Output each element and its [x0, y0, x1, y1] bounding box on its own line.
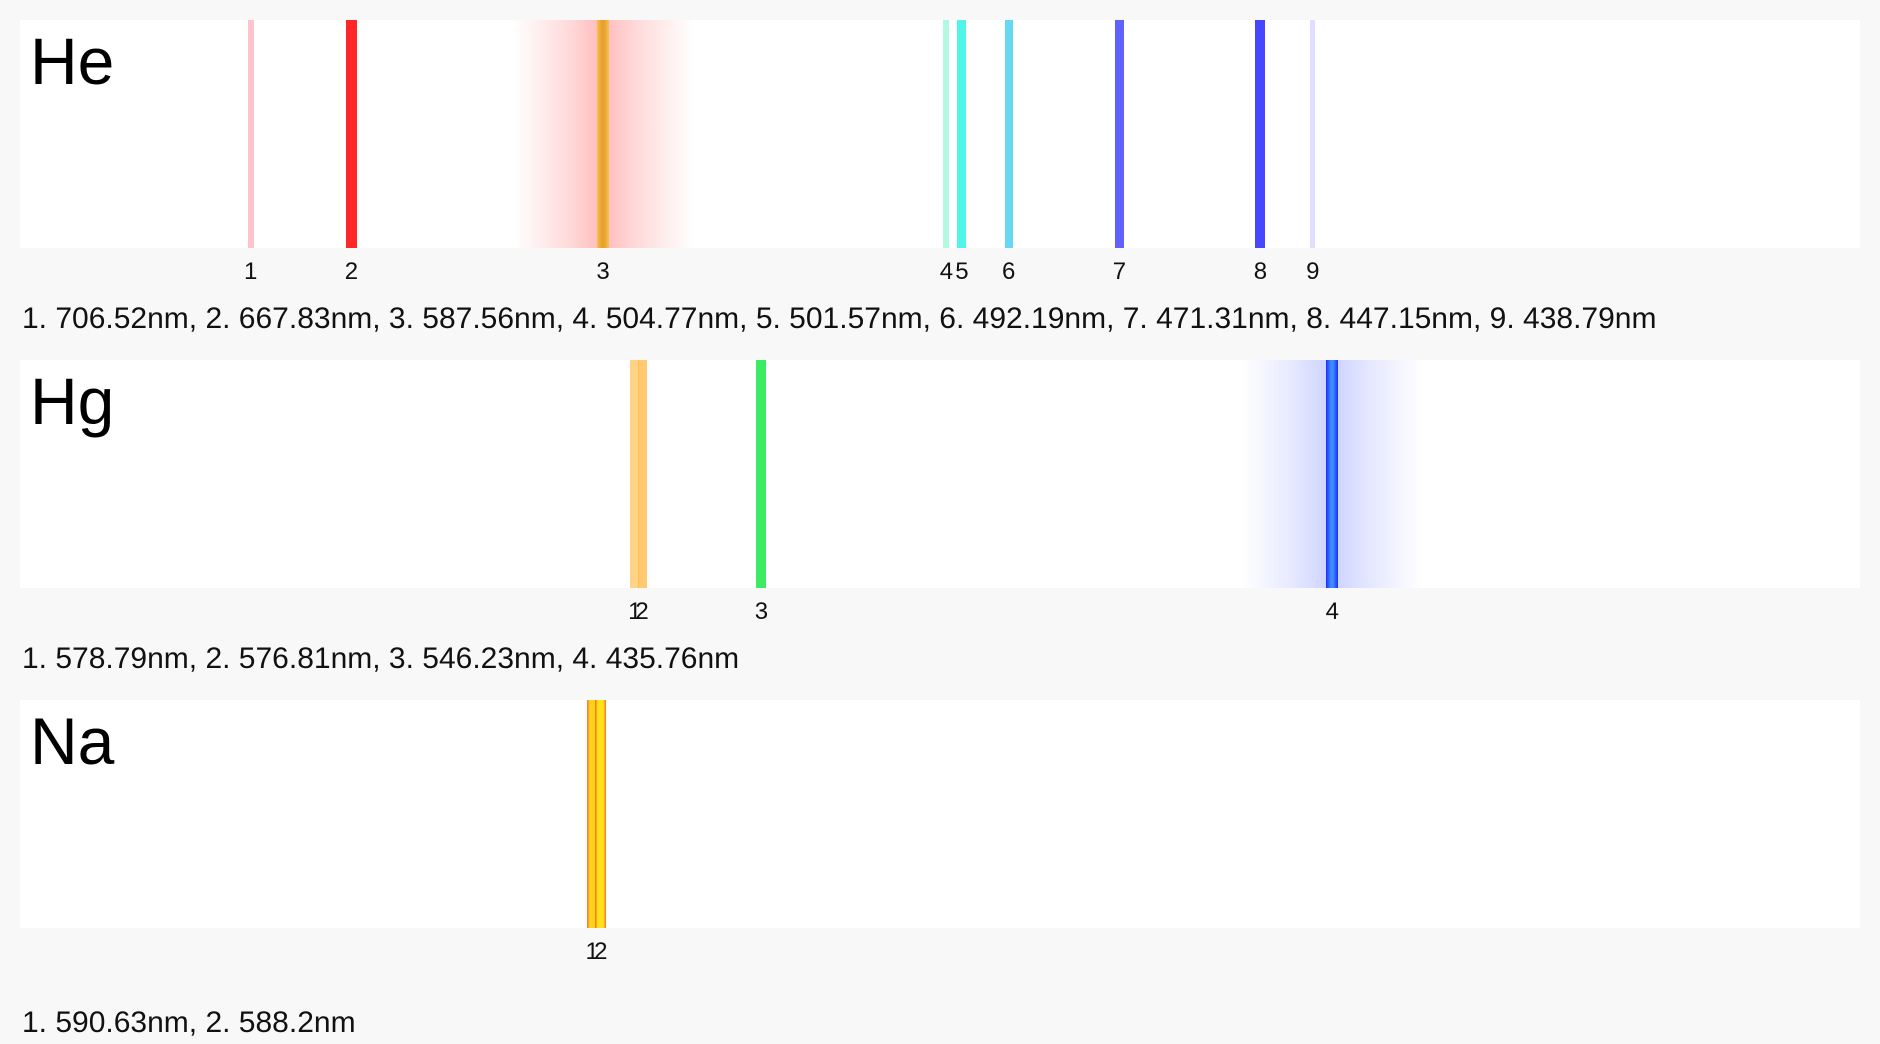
emission-line-he-4: [943, 20, 950, 248]
line-label-na-1: 1: [585, 938, 599, 965]
element-symbol-he: He: [30, 24, 115, 98]
line-label-he-4: 4: [939, 258, 954, 285]
emission-line-he-3: [597, 20, 610, 248]
emission-line-hg-3: [756, 360, 767, 588]
emission-line-na-2: [595, 700, 607, 928]
emission-line-he-5: [957, 20, 967, 248]
emission-line-he-6: [1004, 20, 1013, 248]
emission-line-he-2: [345, 20, 357, 248]
emission-line-hg-1: [630, 360, 640, 588]
line-label-hg-1: 1: [628, 598, 642, 625]
spectrum-panel-hg: Hg: [20, 360, 1860, 588]
emission-line-hg-4: [1326, 360, 1339, 588]
emission-line-he-9: [1310, 20, 1316, 248]
element-symbol-hg: Hg: [30, 364, 115, 438]
line-label-he-1: 1: [243, 258, 258, 285]
emission-line-he-8: [1255, 20, 1266, 248]
line-label-hg-2: 2: [635, 598, 649, 625]
line-label-he-8: 8: [1253, 258, 1268, 285]
line-label-hg-4: 4: [1325, 598, 1340, 625]
emission-line-he-7: [1114, 20, 1124, 248]
line-label-hg-3: 3: [754, 598, 769, 625]
line-label-he-7: 7: [1112, 258, 1127, 285]
line-label-he-6: 6: [1002, 258, 1016, 285]
line-label-he-2: 2: [344, 258, 359, 285]
emission-line-na-1: [586, 700, 598, 928]
wavelength-list-he: 1. 706.52nm, 2. 667.83nm, 3. 587.56nm, 4…: [22, 302, 1657, 335]
line-label-he-3: 3: [596, 258, 610, 285]
spectrum-panel-na: Na: [20, 700, 1860, 928]
emission-line-he-1: [247, 20, 254, 248]
spectrum-panel-he: He: [20, 20, 1860, 248]
line-label-he-5: 5: [955, 258, 969, 285]
line-label-he-9: 9: [1306, 258, 1320, 285]
emission-line-hg-2: [637, 360, 647, 588]
line-label-na-2: 2: [594, 938, 608, 965]
element-symbol-na: Na: [30, 704, 115, 778]
wavelength-list-hg: 1. 578.79nm, 2. 576.81nm, 3. 546.23nm, 4…: [22, 642, 740, 675]
wavelength-list-na: 1. 590.63nm, 2. 588.2nm: [22, 1006, 356, 1039]
